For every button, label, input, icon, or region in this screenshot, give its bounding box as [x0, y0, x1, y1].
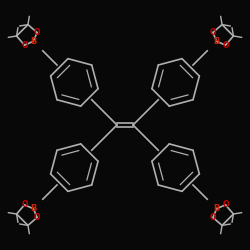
Text: B: B — [214, 37, 220, 46]
Text: O: O — [21, 41, 28, 50]
Text: O: O — [222, 41, 229, 50]
Text: B: B — [214, 204, 220, 213]
Text: O: O — [21, 200, 28, 209]
Text: O: O — [210, 28, 216, 37]
Text: O: O — [222, 200, 229, 209]
Text: O: O — [34, 28, 40, 37]
Text: O: O — [34, 213, 40, 222]
Text: B: B — [30, 37, 36, 46]
Text: B: B — [30, 204, 36, 213]
Text: O: O — [210, 213, 216, 222]
